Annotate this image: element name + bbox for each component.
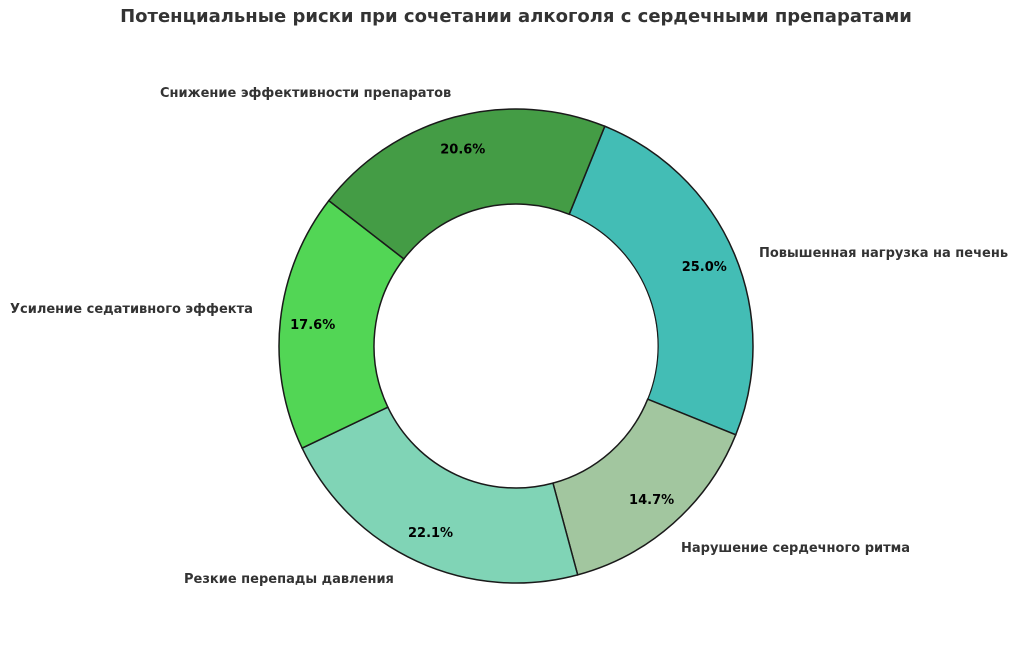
donut-slice bbox=[568, 125, 754, 436]
chart-title: Потенциальные риски при сочетании алкого… bbox=[120, 6, 912, 27]
donut-hole bbox=[374, 204, 658, 488]
slice-percent-label: 25.0% bbox=[682, 260, 727, 275]
donut-slice bbox=[301, 406, 579, 584]
donut-slice bbox=[278, 199, 405, 450]
slice-percent-label: 14.7% bbox=[629, 493, 674, 508]
slice-category-label: Усиление седативного эффекта bbox=[10, 302, 253, 317]
donut-slice bbox=[327, 108, 606, 260]
slice-percent-label: 22.1% bbox=[408, 526, 453, 541]
slice-category-label: Нарушение сердечного ритма bbox=[681, 541, 910, 556]
slice-category-label: Повышенная нагрузка на печень bbox=[759, 246, 1008, 261]
slice-category-label: Резкие перепады давления bbox=[184, 572, 394, 587]
slice-percent-label: 17.6% bbox=[290, 318, 335, 333]
slice-category-label: Снижение эффективности препаратов bbox=[160, 86, 451, 101]
slice-percent-label: 20.6% bbox=[440, 143, 485, 158]
